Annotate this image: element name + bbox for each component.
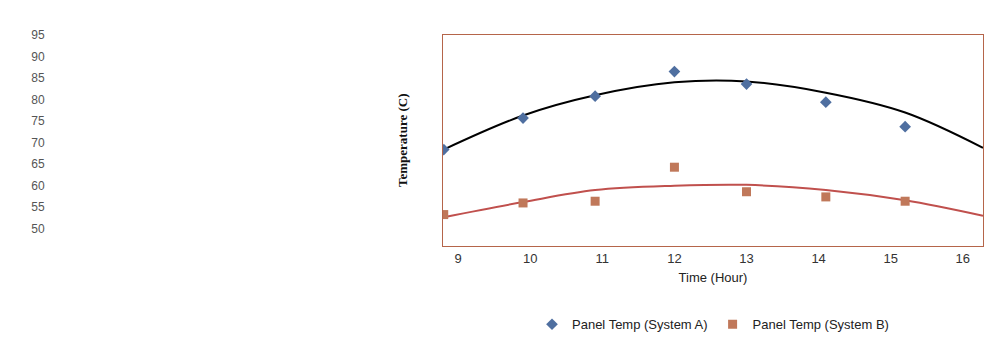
svg-text:Panel Temp (System A): Panel Temp (System A) <box>572 317 708 332</box>
svg-text:12: 12 <box>667 251 681 266</box>
svg-text:50: 50 <box>31 222 45 236</box>
svg-text:65: 65 <box>31 157 45 171</box>
svg-text:9: 9 <box>455 251 462 266</box>
svg-text:14: 14 <box>811 251 825 266</box>
svg-text:85: 85 <box>31 71 45 85</box>
svg-text:90: 90 <box>31 50 45 64</box>
svg-text:Panel Temp (System B): Panel Temp (System B) <box>753 317 889 332</box>
svg-text:95: 95 <box>31 28 45 42</box>
svg-text:13: 13 <box>739 251 753 266</box>
svg-text:10: 10 <box>523 251 537 266</box>
svg-text:Temperature (C): Temperature (C) <box>395 93 410 187</box>
svg-text:15: 15 <box>883 251 897 266</box>
svg-text:55: 55 <box>31 200 45 214</box>
svg-text:60: 60 <box>31 179 45 193</box>
svg-text:80: 80 <box>31 93 45 107</box>
svg-text:11: 11 <box>596 251 610 266</box>
svg-text:70: 70 <box>31 136 45 150</box>
svg-text:Time (Hour): Time (Hour) <box>679 270 748 285</box>
svg-text:16: 16 <box>956 251 970 266</box>
svg-text:75: 75 <box>31 114 45 128</box>
